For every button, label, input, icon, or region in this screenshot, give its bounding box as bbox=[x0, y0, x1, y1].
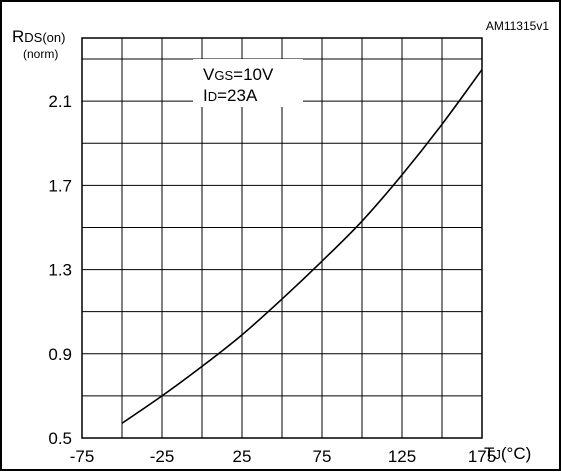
annotation-vgs: VGS=10V bbox=[203, 65, 274, 84]
annotation-vgs-sub: GS bbox=[214, 68, 233, 83]
x-axis-label-unit: (°C) bbox=[501, 444, 531, 463]
y-tick-label: 0.9 bbox=[48, 345, 72, 364]
y-axis-label: RDS(on) bbox=[12, 27, 65, 46]
plot-frame bbox=[81, 37, 483, 439]
y-tick-label: 0.5 bbox=[48, 429, 72, 448]
x-tick-label: 175 bbox=[468, 447, 496, 466]
y-axis-label-sub: DS(on) bbox=[24, 30, 65, 45]
x-tick-label: 75 bbox=[313, 447, 332, 466]
series-layer bbox=[121, 69, 483, 424]
annotation-background bbox=[193, 59, 303, 107]
y-tick-label: 2.1 bbox=[48, 92, 72, 111]
annotation-id: ID=23A bbox=[203, 86, 258, 105]
y-tick-label: 1.3 bbox=[48, 261, 72, 280]
figure-id-code: AM11315v1 bbox=[486, 19, 549, 33]
x-axis-label-sub: J bbox=[494, 447, 501, 462]
series-line bbox=[121, 69, 483, 424]
x-tick-label: -75 bbox=[70, 447, 95, 466]
grid-layer bbox=[81, 37, 483, 439]
annotation-vgs-rest: =10V bbox=[233, 65, 274, 84]
annotation-id-sub: D bbox=[208, 89, 217, 104]
annotation-vgs-main: V bbox=[203, 65, 215, 84]
tick-label-layer: -75 -25 25 75 125 175 0.5 0.9 1.3 1.7 2.1 bbox=[48, 92, 496, 466]
annotation-id-main: I bbox=[203, 86, 208, 105]
y-axis-unit: (norm) bbox=[23, 47, 58, 61]
x-tick-label: -25 bbox=[150, 447, 175, 466]
x-tick-label: 25 bbox=[233, 447, 252, 466]
y-tick-label: 1.7 bbox=[48, 176, 72, 195]
x-axis-label-main: T bbox=[484, 444, 494, 463]
y-axis-label-main: R bbox=[12, 27, 24, 46]
x-tick-label: 125 bbox=[388, 447, 416, 466]
annotation-id-rest: =23A bbox=[217, 86, 258, 105]
x-axis-label: TJ(°C) bbox=[484, 444, 531, 463]
